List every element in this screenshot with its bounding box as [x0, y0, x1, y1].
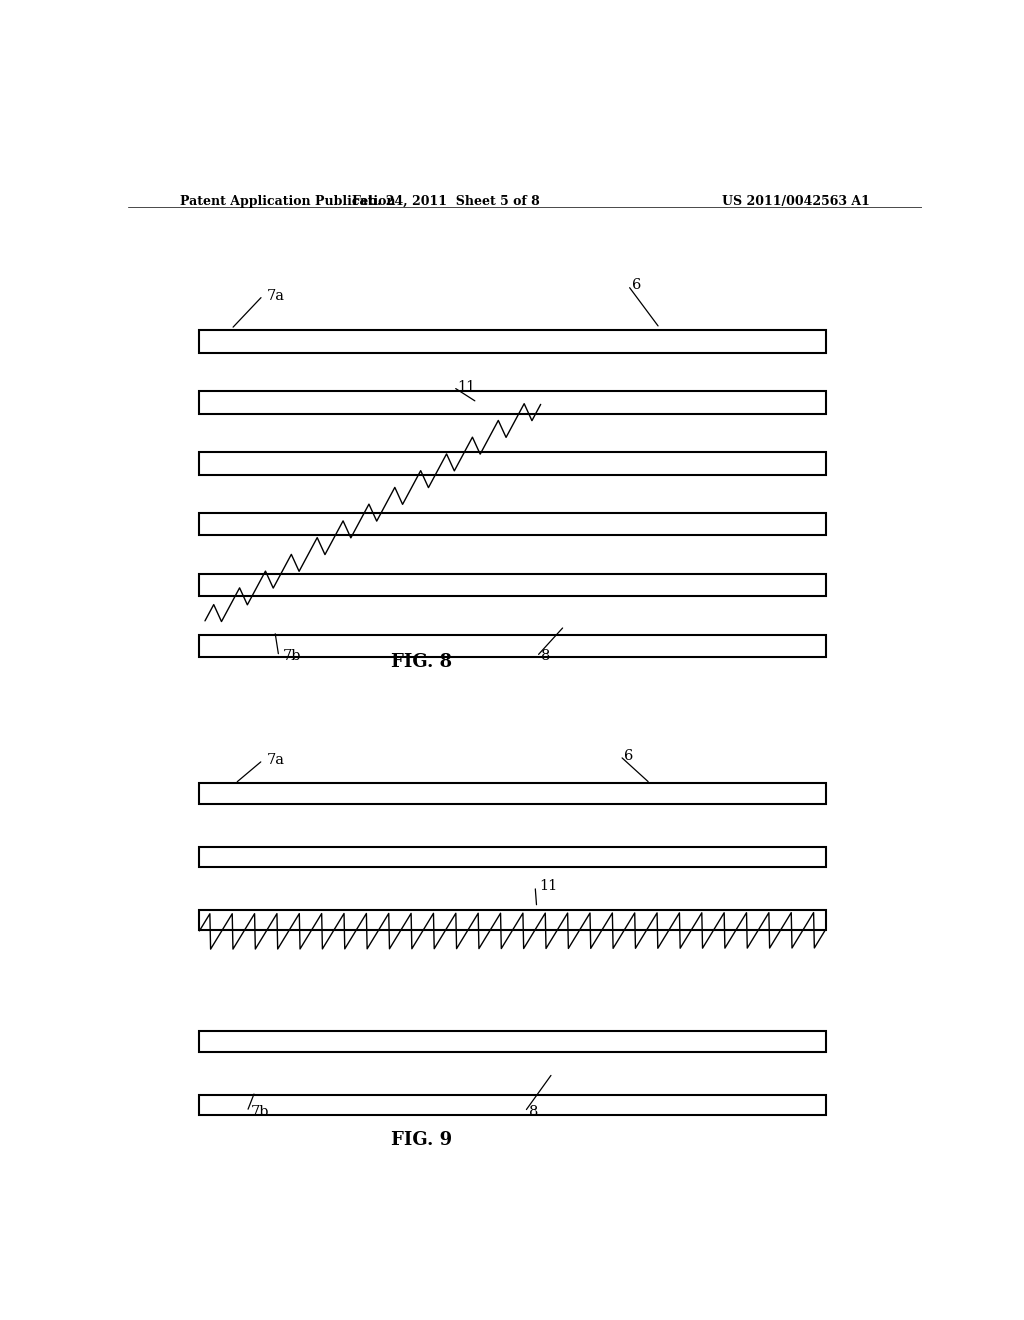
Text: Feb. 24, 2011  Sheet 5 of 8: Feb. 24, 2011 Sheet 5 of 8	[351, 195, 540, 209]
Text: FIG. 9: FIG. 9	[391, 1131, 453, 1150]
Text: 6: 6	[632, 279, 641, 293]
Text: 11: 11	[458, 380, 475, 395]
Bar	[200, 1031, 826, 1052]
Text: US 2011/0042563 A1: US 2011/0042563 A1	[722, 195, 870, 209]
Bar	[200, 513, 826, 536]
Bar	[200, 635, 826, 657]
Bar	[200, 909, 826, 929]
Bar	[200, 453, 826, 474]
Text: FIG. 8: FIG. 8	[391, 652, 453, 671]
Bar	[200, 574, 826, 597]
Text: 11: 11	[539, 879, 557, 894]
Bar	[200, 846, 826, 867]
Bar	[200, 784, 826, 804]
Bar	[200, 391, 826, 413]
Text: 6: 6	[624, 748, 634, 763]
Text: 8: 8	[541, 649, 550, 664]
Text: 7b: 7b	[283, 649, 301, 664]
Text: 8: 8	[528, 1105, 539, 1119]
Text: 7a: 7a	[267, 754, 285, 767]
Text: Patent Application Publication: Patent Application Publication	[179, 195, 395, 209]
Text: 7b: 7b	[251, 1105, 269, 1119]
Bar	[200, 1094, 826, 1115]
Bar	[200, 330, 826, 352]
Text: 7a: 7a	[267, 289, 285, 302]
